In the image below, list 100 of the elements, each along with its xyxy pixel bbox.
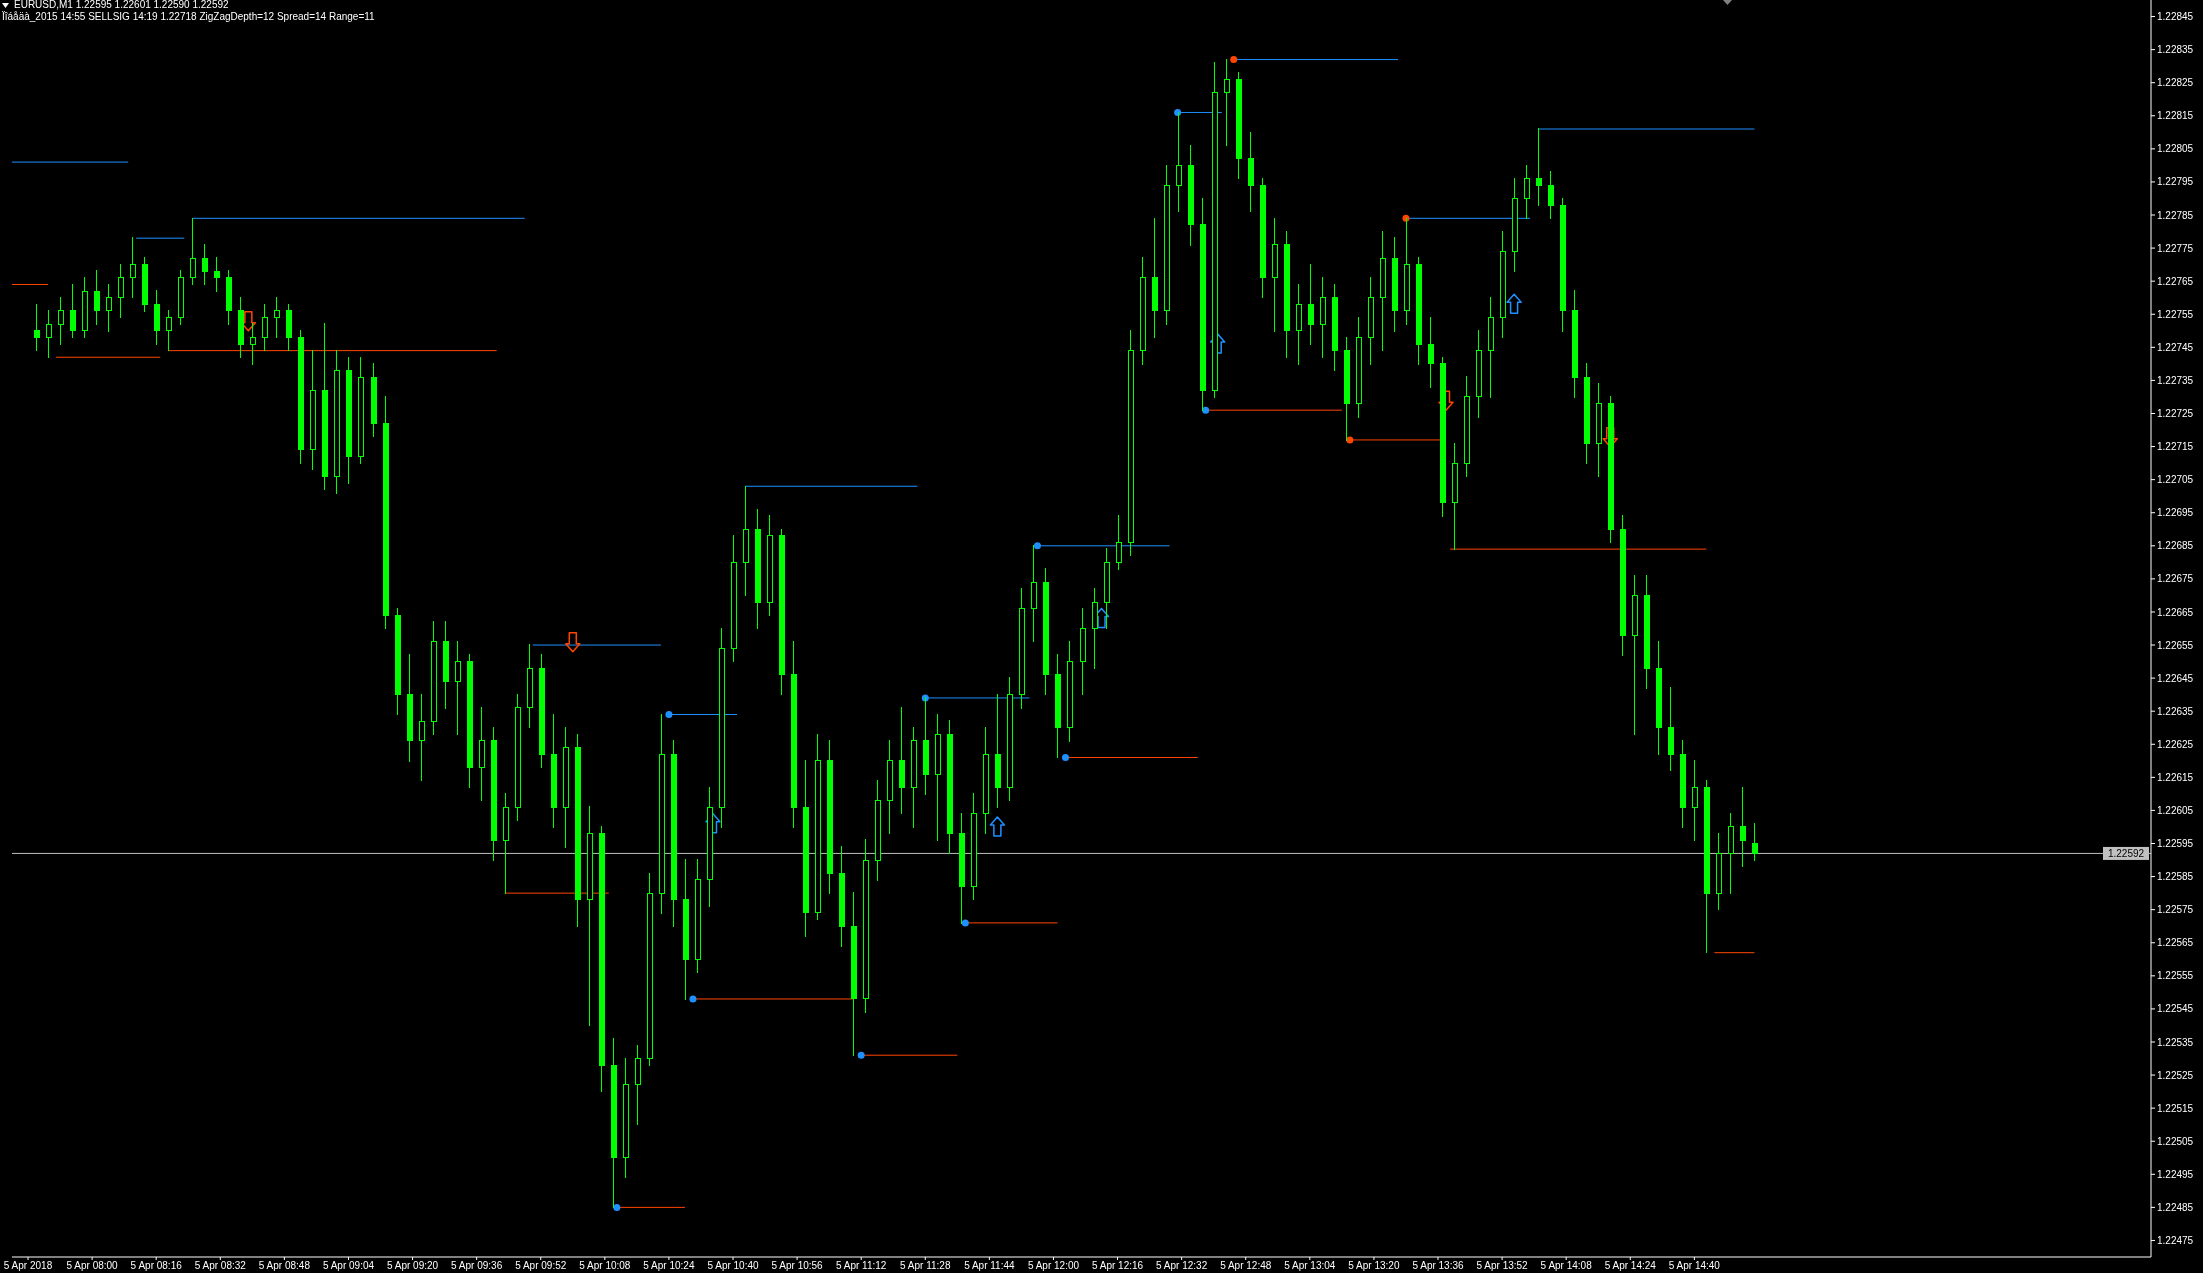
candlestick xyxy=(1523,164,1530,220)
point xyxy=(1506,293,1522,315)
x-tick-label: 5 Apr 08:16 xyxy=(130,1260,183,1272)
candlestick xyxy=(249,323,256,365)
candlestick xyxy=(1427,316,1434,388)
candlestick xyxy=(1175,111,1182,213)
x-tick-label: 5 Apr 09:04 xyxy=(322,1260,375,1272)
x-tick-label: 5 Apr 14:24 xyxy=(1604,1260,1657,1272)
x-tick-label: 5 Apr 14:40 xyxy=(1668,1260,1721,1272)
y-tick-label: 1.22685 xyxy=(2157,540,2194,552)
x-tick-label: 5 Apr 11:44 xyxy=(964,1260,1016,1272)
y-tick-label: 1.22545 xyxy=(2157,1003,2194,1015)
candlestick xyxy=(1115,515,1122,570)
candlestick xyxy=(57,296,64,345)
y-tick-label: 1.22705 xyxy=(2157,474,2194,486)
point xyxy=(665,711,673,719)
candlestick xyxy=(454,640,461,736)
y-tick-label: 1.22575 xyxy=(2157,904,2194,916)
candlestick xyxy=(165,310,172,352)
candlestick xyxy=(69,283,76,339)
y-tick-label: 1.22835 xyxy=(2157,44,2194,56)
point xyxy=(613,1203,621,1211)
candlestick xyxy=(33,303,40,352)
y-tick-label: 1.22555 xyxy=(2157,970,2194,982)
x-tick-label: 5 Apr 12:48 xyxy=(1220,1260,1272,1272)
x-tick-label: 5 Apr 09:52 xyxy=(515,1260,567,1272)
candlestick xyxy=(105,283,112,332)
candlestick xyxy=(189,217,196,286)
x-tick-label: 5 Apr 13:36 xyxy=(1412,1260,1465,1272)
x-tick-label: 5 Apr 10:08 xyxy=(579,1260,631,1272)
y-tick-label: 1.22525 xyxy=(2157,1069,2194,1081)
candlestick xyxy=(129,237,136,299)
candlestick xyxy=(213,257,220,292)
y-tick-label: 1.22595 xyxy=(2157,838,2194,850)
y-tick-label: 1.22805 xyxy=(2157,143,2194,155)
point xyxy=(1033,542,1041,550)
x-tick-label: 5 Apr 13:20 xyxy=(1348,1260,1400,1272)
y-tick-label: 1.22795 xyxy=(2157,176,2194,188)
candlestick xyxy=(93,270,100,325)
y-tick-label: 1.22605 xyxy=(2157,804,2194,816)
y-tick-label: 1.22815 xyxy=(2157,110,2194,122)
x-tick-label: 5 Apr 11:12 xyxy=(835,1260,887,1272)
candlestick xyxy=(1307,263,1314,345)
y-tick-label: 1.22665 xyxy=(2157,606,2194,618)
x-tick-label: 5 Apr 10:24 xyxy=(643,1260,695,1272)
y-tick-label: 1.22845 xyxy=(2157,11,2194,23)
y-tick-label: 1.22785 xyxy=(2157,209,2194,221)
x-tick-label: 5 Apr 08:48 xyxy=(258,1260,311,1272)
x-tick-label: 5 Apr 11:28 xyxy=(900,1260,951,1272)
x-tick-label: 5 Apr 12:32 xyxy=(1156,1260,1208,1272)
text: Ïîáåäà_2015 14:55 SELLSIG 14:19 1.22718 ZigZagDepth=12 Spread=14 Range=11 xyxy=(2,11,375,23)
y-tick-label: 1.22745 xyxy=(2157,341,2194,353)
y-tick-label: 1.22725 xyxy=(2157,408,2194,420)
point xyxy=(565,631,581,653)
candlestick xyxy=(1691,760,1698,841)
x-tick-label: 5 Apr 09:20 xyxy=(386,1260,439,1272)
x-tick-label: 5 Apr 08:32 xyxy=(194,1260,247,1272)
x-tick-label: 5 Apr 2018 xyxy=(3,1260,53,1272)
point xyxy=(1061,754,1069,762)
y-tick-label: 1.22715 xyxy=(2157,441,2194,453)
y-tick-label: 1.22515 xyxy=(2157,1102,2194,1114)
candlestick xyxy=(45,310,52,358)
y-tick-label: 1.22495 xyxy=(2157,1168,2194,1180)
y-tick-label: 1.22535 xyxy=(2157,1036,2194,1048)
y-tick-label: 1.22635 xyxy=(2157,705,2194,717)
x-tick-label: 5 Apr 09:36 xyxy=(451,1260,503,1272)
point xyxy=(1346,436,1354,444)
x-tick-label: 5 Apr 12:00 xyxy=(1027,1260,1080,1272)
x-tick-label: 5 Apr 13:52 xyxy=(1476,1260,1529,1272)
point xyxy=(961,919,969,927)
y-tick-label: 1.22505 xyxy=(2157,1135,2194,1147)
chart-title: EURUSD,M1 1.22595 1.22601 1.22590 1.22592 xyxy=(14,0,229,11)
y-tick-label: 1.22775 xyxy=(2157,242,2194,254)
y-tick-label: 1.22475 xyxy=(2157,1235,2194,1247)
y-tick-label: 1.22645 xyxy=(2157,672,2194,684)
candlestick xyxy=(1751,822,1758,861)
ref-line-label: 1.22592 xyxy=(2107,847,2145,859)
y-tick-label: 1.22585 xyxy=(2157,871,2194,883)
candlestick xyxy=(1547,171,1554,220)
x-tick-label: 5 Apr 10:56 xyxy=(771,1260,824,1272)
y-tick-label: 1.22825 xyxy=(2157,77,2194,89)
y-tick-label: 1.22735 xyxy=(2157,374,2194,386)
point xyxy=(989,816,1006,837)
x-tick-label: 5 Apr 13:04 xyxy=(1284,1260,1336,1272)
y-tick-label: 1.22755 xyxy=(2157,308,2194,320)
candlestick xyxy=(273,296,280,339)
point xyxy=(857,1051,865,1059)
candlestick xyxy=(201,244,208,286)
y-tick-label: 1.22625 xyxy=(2157,738,2194,750)
x-tick-label: 5 Apr 08:00 xyxy=(66,1260,119,1272)
y-tick-label: 1.22485 xyxy=(2157,1201,2194,1213)
candlestick xyxy=(261,303,268,352)
y-tick-label: 1.22765 xyxy=(2157,275,2194,287)
y-tick-label: 1.22695 xyxy=(2157,507,2194,519)
candlestick xyxy=(418,693,425,782)
y-tick-label: 1.22615 xyxy=(2157,771,2194,783)
candlestick xyxy=(1739,786,1746,868)
point xyxy=(689,995,697,1003)
candlestick xyxy=(117,263,124,319)
y-tick-label: 1.22565 xyxy=(2157,937,2194,949)
